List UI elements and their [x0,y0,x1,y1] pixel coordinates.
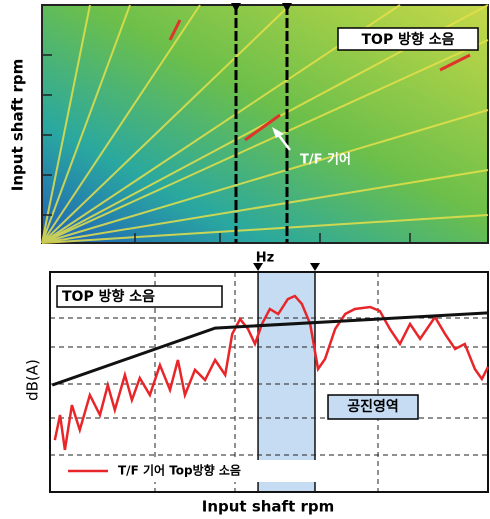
y-axis-label: Input shaft rpm [9,59,27,191]
title-box [56,285,223,308]
legend-label: T/F 기어 Top방향 소음 [118,463,241,478]
band-label: Hz [256,251,274,266]
x-axis-label: Input shaft rpm [202,498,334,516]
resonance-band [257,271,316,493]
band-marker [309,263,320,271]
series-line [53,294,490,451]
band-marker [253,263,264,271]
spectrogram [41,3,489,244]
series-line [51,311,489,387]
band-text: 공진영역 [347,398,399,415]
plot-frame [49,271,489,493]
annotation: T/F 기어 [300,152,351,168]
chart-title: TOP 방향 소음 [62,288,155,305]
legend-box [58,460,338,482]
annotation: TOP 방향 소음 [362,31,455,48]
y-axis-label: dB(A) [24,359,42,401]
band-text-box [327,394,419,420]
